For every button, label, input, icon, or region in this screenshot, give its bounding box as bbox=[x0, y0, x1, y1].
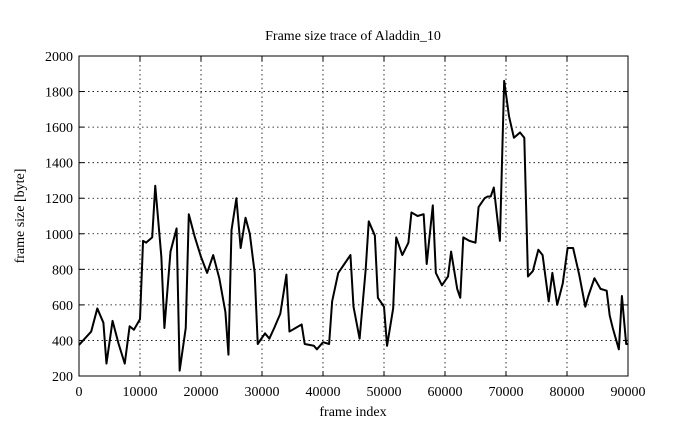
y-tick-label: 400 bbox=[52, 334, 73, 349]
y-tick-label: 200 bbox=[52, 370, 73, 385]
x-tick-label: 10000 bbox=[123, 385, 158, 400]
x-tick-label: 80000 bbox=[550, 385, 585, 400]
y-tick-label: 1000 bbox=[45, 228, 73, 243]
data-line bbox=[78, 79, 628, 372]
y-tick-label: 1400 bbox=[45, 157, 73, 172]
plot-frame bbox=[78, 55, 629, 377]
y-tick-label: 800 bbox=[52, 263, 73, 278]
x-tick-label: 60000 bbox=[428, 385, 463, 400]
x-tick-label: 70000 bbox=[489, 385, 524, 400]
x-tick-label: 30000 bbox=[245, 385, 280, 400]
x-tick-label: 20000 bbox=[184, 385, 219, 400]
y-tick-label: 600 bbox=[52, 299, 73, 314]
y-tick-label: 1200 bbox=[45, 192, 73, 207]
x-tick-label: 90000 bbox=[611, 385, 646, 400]
y-tick-label: 1600 bbox=[45, 121, 73, 136]
chart-title: Frame size trace of Aladdin_10 bbox=[265, 29, 441, 44]
x-axis-label: frame index bbox=[319, 405, 386, 420]
y-axis-label: frame size [byte] bbox=[13, 169, 28, 264]
x-tick-label: 50000 bbox=[367, 385, 402, 400]
y-tick-label: 2000 bbox=[45, 50, 73, 65]
x-tick-label: 40000 bbox=[306, 385, 341, 400]
y-tick-label: 1800 bbox=[45, 86, 73, 101]
x-tick-label: 0 bbox=[76, 385, 83, 400]
